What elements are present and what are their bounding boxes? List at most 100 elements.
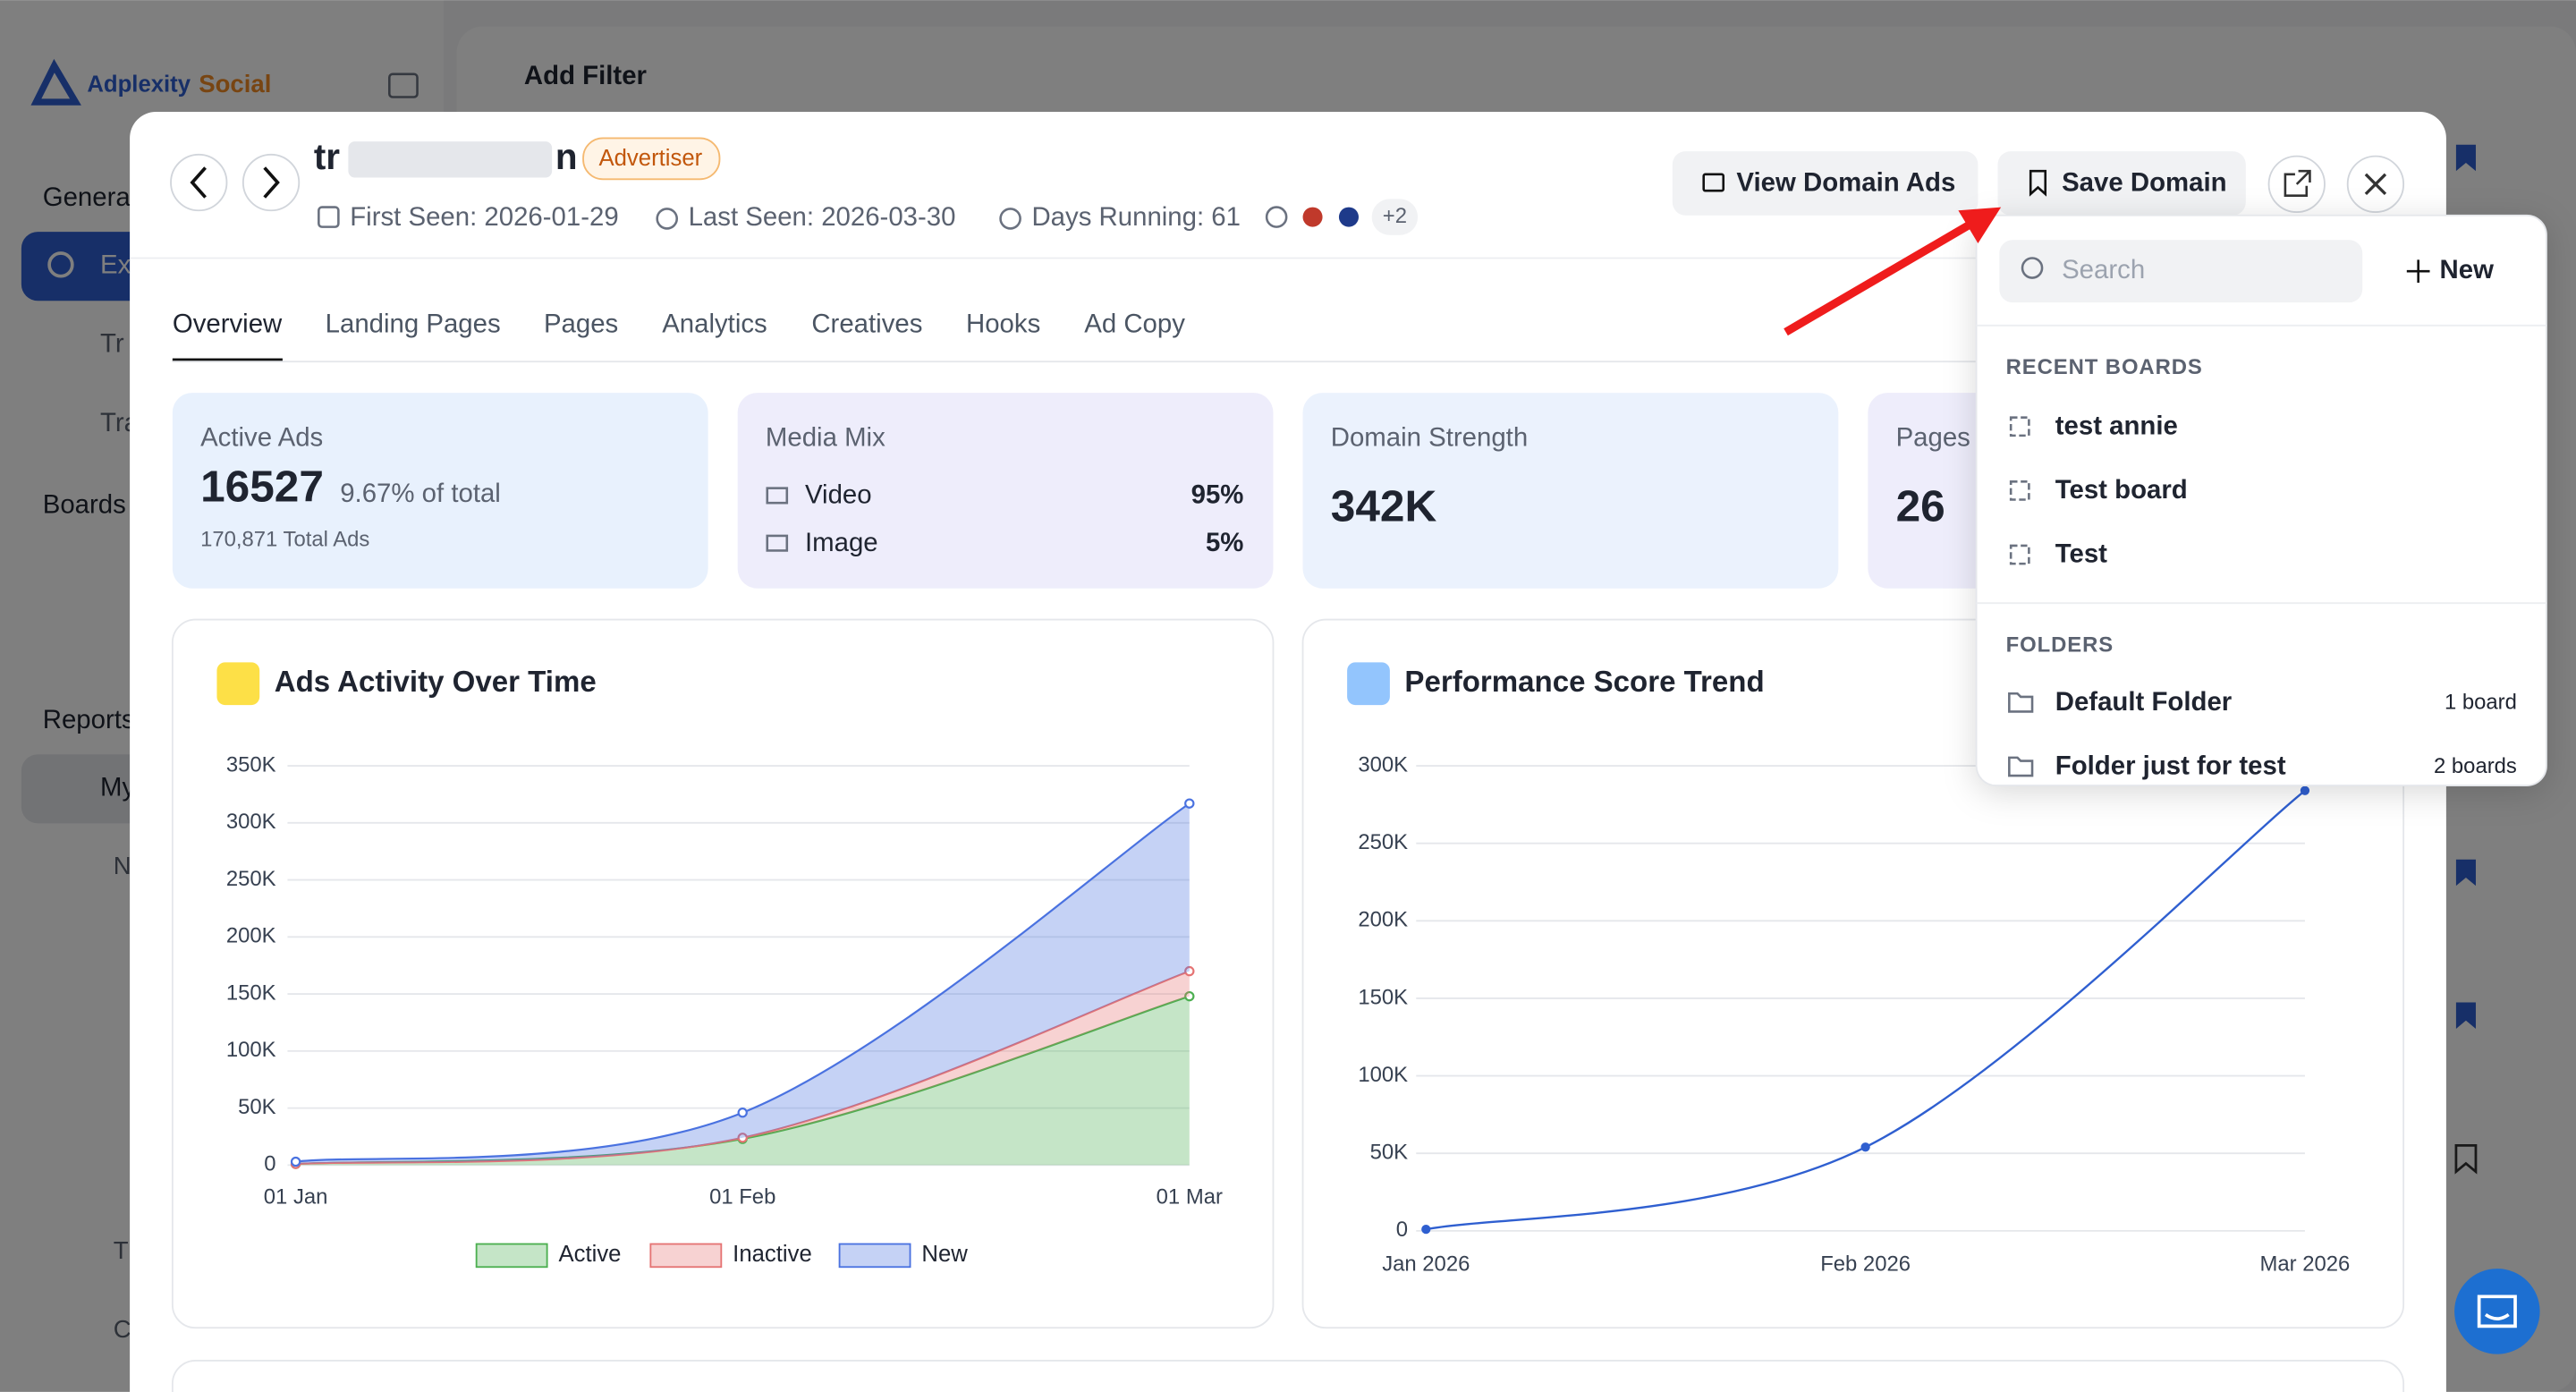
more-countries[interactable]: +2: [1383, 204, 1407, 228]
globe-icon: [999, 208, 1021, 230]
legend-swatch: [838, 1243, 911, 1269]
point: [1421, 1224, 1431, 1235]
save-domain-button[interactable]: [1997, 151, 2246, 216]
annotation-arrow: [1784, 219, 1974, 336]
y-tick-label: 300K: [1358, 752, 1408, 777]
tab[interactable]: Pages: [544, 310, 618, 339]
view-ads-label[interactable]: View Domain Ads: [1736, 168, 1955, 198]
y-tick-label: 50K: [238, 1095, 276, 1119]
chart-card: [171, 618, 1275, 1329]
folder-count: 1 board: [2445, 691, 2517, 715]
card-share: 9.67% of total: [340, 479, 501, 508]
y-tick-label: 0: [264, 1152, 275, 1176]
legend-label: Inactive: [733, 1242, 812, 1267]
bookmark-icon: [2029, 169, 2047, 197]
x-tick-label: Jan 2026: [1382, 1252, 1470, 1277]
recent-boards: test annie Test board Test: [2009, 411, 2188, 569]
point: [737, 1108, 748, 1118]
x-tick-label: Mar 2026: [2260, 1252, 2351, 1277]
card-label: Media Mix: [766, 422, 886, 452]
search-icon: [2021, 257, 2044, 279]
tabs: Overview Landing Pages Pages Analytics Creat…: [173, 310, 1185, 362]
save-domain-label[interactable]: Save Domain: [2062, 168, 2226, 198]
tab[interactable]: Hooks: [966, 310, 1040, 339]
domain-title: tr: [314, 136, 340, 177]
prev-button[interactable]: [170, 153, 228, 212]
point: [1184, 798, 1195, 809]
close-icon: [2364, 173, 2387, 196]
folder-name[interactable]: Default Folder: [2055, 687, 2232, 717]
board-icon: [2009, 416, 2030, 437]
y-tick-label: 200K: [226, 924, 276, 948]
y-tick-label: 350K: [226, 752, 276, 777]
search-box[interactable]: [1999, 240, 2363, 303]
view-ads-button[interactable]: [1672, 151, 1979, 216]
card-total: 170,871 Total Ads: [200, 528, 369, 552]
legend-swatch: [475, 1243, 548, 1269]
board-name[interactable]: Test board: [2055, 475, 2188, 505]
new-board[interactable]: New: [2440, 255, 2495, 284]
search-placeholder[interactable]: Search: [2062, 255, 2145, 284]
folder-icon: [2008, 692, 2034, 713]
tab[interactable]: Ad Copy: [1084, 310, 1185, 339]
card-label: Pages: [1896, 422, 1970, 452]
charts: Ads Activity Over Time 0 50K 100K 150K 200K 25…: [226, 666, 2351, 1277]
mix-name: Video: [805, 480, 872, 510]
x-tick-label: Feb 2026: [1820, 1252, 1911, 1277]
point: [1184, 965, 1195, 977]
domain-title: n: [555, 136, 578, 177]
legend-label: Active: [558, 1242, 621, 1267]
y-tick-label: 150K: [226, 980, 276, 1005]
open-external[interactable]: [2267, 155, 2326, 213]
tab[interactable]: Analytics: [662, 310, 767, 339]
y-tick-label: 300K: [226, 810, 276, 834]
chart-icon: [1347, 662, 1390, 706]
x-tick-label: 01 Jan: [264, 1184, 328, 1209]
area: [295, 996, 1190, 1166]
last-seen: Last Seen: 2026-03-30: [689, 202, 956, 232]
chart-title: Performance Score Trend: [1404, 666, 1764, 699]
plus-icon: [2406, 259, 2430, 284]
card: [737, 393, 1274, 589]
folder-icon: [2008, 756, 2034, 777]
card: [1302, 393, 1839, 589]
card-label: Active Ads: [200, 422, 323, 452]
more-chip[interactable]: [1371, 199, 1419, 235]
card-value: 26: [1896, 481, 1945, 531]
external-icon: [2284, 169, 2311, 197]
board-name[interactable]: Test: [2055, 539, 2107, 569]
chart-icon: [216, 662, 260, 706]
y-tick-label: 250K: [226, 867, 276, 891]
chat-button[interactable]: [2454, 1269, 2540, 1354]
tab[interactable]: Overview: [173, 310, 283, 339]
section-heading: FOLDERS: [2006, 632, 2114, 657]
legend-swatch: [649, 1243, 723, 1269]
mix-name: Image: [805, 528, 878, 557]
flag: [1338, 207, 1359, 227]
legend-label: New: [921, 1242, 968, 1267]
y-tick-label: 200K: [1358, 908, 1408, 932]
point: [1860, 1142, 1870, 1152]
next-button[interactable]: [242, 153, 301, 212]
video-icon: [766, 487, 789, 505]
card-value: 342K: [1331, 481, 1437, 531]
folder-name[interactable]: Folder just for test: [2055, 751, 2286, 781]
point: [737, 1133, 748, 1143]
calendar-icon: [318, 206, 340, 228]
point: [1184, 990, 1195, 1002]
tab[interactable]: Landing Pages: [326, 310, 501, 339]
board-name[interactable]: test annie: [2055, 411, 2178, 440]
next-icon: [263, 166, 280, 199]
mix-share: 95%: [1191, 480, 1244, 510]
tab[interactable]: Creatives: [811, 310, 922, 339]
y-tick-label: 100K: [1358, 1063, 1408, 1087]
y-tick-label: 250K: [1358, 830, 1408, 854]
prev-icon: [190, 166, 207, 199]
tab-underline: [172, 358, 283, 362]
y-tick-label: 150K: [1358, 985, 1408, 1009]
card-value: 16527: [200, 462, 324, 512]
flag: [1302, 207, 1323, 227]
save-menu: [1975, 214, 2547, 787]
